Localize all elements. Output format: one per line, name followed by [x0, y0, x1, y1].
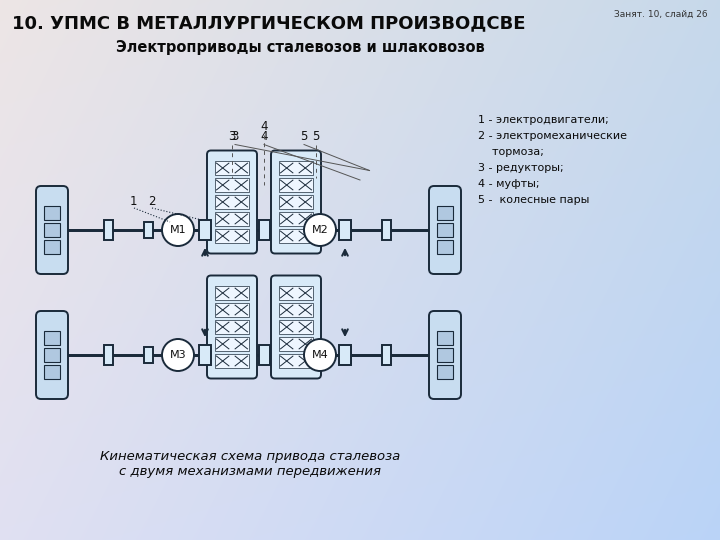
Text: Электроприводы сталевозов и шлаковозов: Электроприводы сталевозов и шлаковозов: [116, 40, 485, 55]
Text: 2 - электромеханические: 2 - электромеханические: [478, 131, 627, 141]
Bar: [199, 345, 211, 365]
Bar: [104, 220, 112, 240]
FancyBboxPatch shape: [36, 311, 68, 399]
Bar: [44, 331, 60, 345]
Text: 5: 5: [300, 130, 307, 143]
Text: 4: 4: [260, 130, 268, 143]
Text: M3: M3: [170, 350, 186, 360]
Text: 1: 1: [130, 195, 138, 208]
Bar: [279, 178, 313, 192]
Bar: [143, 222, 153, 238]
Bar: [44, 240, 60, 254]
Circle shape: [304, 339, 336, 371]
Text: M2: M2: [312, 225, 328, 235]
FancyBboxPatch shape: [271, 151, 321, 253]
Bar: [143, 347, 153, 363]
Bar: [44, 223, 60, 237]
Bar: [215, 161, 249, 175]
Bar: [279, 320, 313, 334]
FancyBboxPatch shape: [207, 151, 257, 253]
Bar: [215, 303, 249, 317]
Bar: [215, 212, 249, 226]
Circle shape: [304, 214, 336, 246]
FancyBboxPatch shape: [207, 275, 257, 379]
FancyBboxPatch shape: [36, 186, 68, 274]
Text: M1: M1: [170, 225, 186, 235]
Bar: [215, 178, 249, 192]
Bar: [215, 337, 249, 351]
Text: 10. УПМС В МЕТАЛЛУРГИЧЕСКОМ ПРОИЗВОДСВЕ: 10. УПМС В МЕТАЛЛУРГИЧЕСКОМ ПРОИЗВОДСВЕ: [12, 14, 526, 32]
Bar: [339, 220, 351, 240]
Bar: [215, 320, 249, 334]
Bar: [279, 354, 313, 368]
Text: 2: 2: [148, 195, 156, 208]
Text: 3: 3: [228, 130, 235, 143]
Circle shape: [162, 339, 194, 371]
FancyBboxPatch shape: [429, 186, 461, 274]
Text: 4: 4: [260, 119, 268, 132]
Bar: [437, 240, 453, 254]
Bar: [44, 348, 60, 362]
Circle shape: [162, 214, 194, 246]
Text: 4 - муфты;: 4 - муфты;: [478, 179, 539, 189]
Text: 3: 3: [231, 130, 239, 143]
Bar: [279, 195, 313, 209]
Bar: [199, 220, 211, 240]
Bar: [279, 212, 313, 226]
Text: Кинематическая схема привода сталевоза
с двумя механизмами передвижения: Кинематическая схема привода сталевоза с…: [100, 450, 400, 478]
Bar: [279, 337, 313, 351]
Bar: [215, 195, 249, 209]
FancyBboxPatch shape: [271, 275, 321, 379]
Bar: [279, 229, 313, 243]
Bar: [341, 347, 351, 363]
Bar: [215, 354, 249, 368]
Bar: [339, 345, 351, 365]
Bar: [279, 286, 313, 300]
Bar: [437, 365, 453, 379]
FancyBboxPatch shape: [429, 311, 461, 399]
Text: Занят. 10, слайд 26: Занят. 10, слайд 26: [614, 10, 708, 19]
Bar: [437, 206, 453, 220]
Bar: [215, 229, 249, 243]
Bar: [104, 345, 112, 365]
Text: 5: 5: [312, 130, 320, 143]
Bar: [258, 345, 269, 365]
Bar: [44, 206, 60, 220]
Bar: [437, 331, 453, 345]
Bar: [44, 365, 60, 379]
Text: тормоза;: тормоза;: [478, 147, 544, 157]
Bar: [382, 220, 390, 240]
Bar: [279, 161, 313, 175]
Bar: [437, 348, 453, 362]
Bar: [215, 286, 249, 300]
Text: 5 -  колесные пары: 5 - колесные пары: [478, 195, 590, 205]
Text: M4: M4: [312, 350, 328, 360]
Bar: [258, 220, 269, 240]
Text: 1 - электродвигатели;: 1 - электродвигатели;: [478, 115, 608, 125]
Bar: [382, 345, 390, 365]
Text: 3 - редукторы;: 3 - редукторы;: [478, 163, 564, 173]
Bar: [437, 223, 453, 237]
Bar: [279, 303, 313, 317]
Bar: [341, 222, 351, 238]
